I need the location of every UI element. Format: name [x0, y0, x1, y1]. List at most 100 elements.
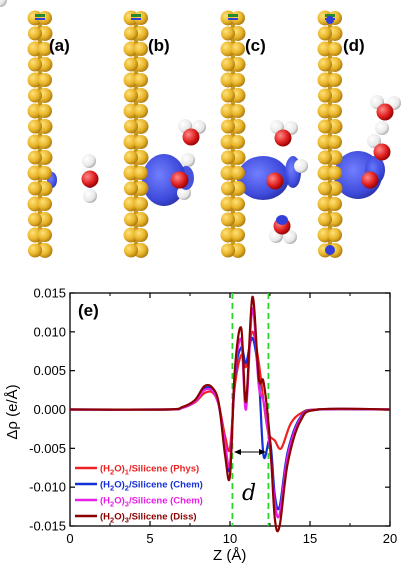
y-tick-label: 0.015 — [33, 286, 66, 301]
si-atom — [327, 26, 343, 41]
si-atom — [328, 135, 342, 149]
si-atom — [123, 72, 139, 88]
legend-entry: (H2O)1/Silicene (Phys) — [100, 464, 199, 477]
oxygen-atom — [266, 172, 284, 190]
structure-panel-d — [317, 10, 401, 258]
si-atom — [317, 196, 333, 212]
si-atom — [230, 181, 246, 196]
si-atom — [134, 228, 148, 242]
panel-label-a: (a) — [49, 36, 70, 55]
hydrogen-atom — [83, 189, 97, 203]
si-atom — [318, 212, 332, 227]
panel-label-c: (c) — [245, 36, 266, 55]
si-atom — [318, 181, 332, 196]
si-atom — [318, 150, 332, 165]
si-atom — [133, 57, 149, 72]
si-atom — [231, 73, 245, 87]
si-atom — [28, 181, 42, 196]
si-atom — [38, 228, 52, 242]
si-atom — [221, 26, 235, 41]
si-atom — [134, 135, 148, 149]
charge-density-chart: 0 5 10 15 20 -0.015 -0.010 -0.005 0.000 0.005 0.01… — [4, 286, 397, 565]
top-marker — [35, 18, 45, 20]
y-tick-label: 0.010 — [33, 324, 66, 339]
si-atom — [123, 134, 139, 150]
si-atom — [37, 57, 53, 72]
x-tick-label: 5 — [146, 531, 153, 546]
oxygen-atom — [81, 170, 99, 188]
si-atom — [38, 42, 52, 56]
legend-entry: (H2O)3/Silicene (Diss) — [100, 512, 197, 525]
legend-text-part: /Silicene (Diss) — [129, 512, 197, 523]
oxygen-atom — [373, 143, 391, 161]
axis-ticks: 0 5 10 15 20 -0.015 -0.010 -0.005 0.000 0.005 0.01… — [29, 286, 397, 547]
si-atom — [317, 103, 333, 119]
legend-text-part: (H — [100, 464, 110, 475]
panel-label-e: (e) — [78, 301, 99, 320]
legend-text-part: /Silicene (Phys) — [129, 464, 199, 475]
si-atom — [327, 119, 343, 134]
si-atom — [133, 212, 149, 227]
si-atom — [134, 197, 148, 211]
si-atom — [38, 104, 52, 118]
legend: (H2O)1/Silicene (Phys)(H2O)2/Silicene (C… — [75, 464, 203, 525]
si-atom — [231, 135, 245, 149]
hydrogen-atom — [294, 159, 308, 173]
si-atom — [231, 197, 245, 211]
si-atom — [231, 104, 245, 118]
si-atom — [37, 26, 53, 41]
si-atom — [38, 135, 52, 149]
si-atom — [133, 119, 149, 134]
si-atom — [317, 165, 333, 181]
si-atom — [231, 228, 245, 242]
structure-panels — [0, 0, 401, 258]
si-atom — [231, 166, 245, 180]
si-atom — [221, 212, 235, 227]
hydrogen-atom — [375, 121, 389, 135]
si-atom — [318, 88, 332, 103]
x-tick-label: 0 — [66, 531, 73, 546]
legend-text-part: O) — [114, 512, 125, 523]
legend-text-part: 1 — [125, 468, 129, 477]
si-atom — [27, 165, 43, 181]
si-atom — [220, 134, 236, 150]
si-atom — [124, 150, 138, 165]
si-atom — [28, 119, 42, 134]
si-atom — [220, 196, 236, 212]
structure-panel-c — [0, 0, 308, 258]
si-atom — [38, 166, 52, 180]
legend-text-part: 2 — [110, 468, 114, 477]
si-atom — [133, 243, 149, 258]
x-axis-title: Z (Å) — [213, 547, 246, 564]
si-atom — [27, 72, 43, 88]
top-marker — [131, 14, 141, 17]
x-tick-label: 15 — [303, 531, 317, 546]
si-atom — [37, 88, 53, 103]
legend-text-part: (H — [100, 480, 110, 491]
arrow-head-left — [234, 449, 241, 455]
si-atom — [27, 103, 43, 119]
si-atom — [37, 150, 53, 165]
si-atom — [230, 243, 246, 258]
si-atom — [221, 181, 235, 196]
legend-text-part: 2 — [125, 484, 129, 493]
panel-label-d: (d) — [343, 36, 365, 55]
si-atom — [230, 57, 246, 72]
si-atom — [37, 243, 53, 258]
y-axis-title: Δρ (e/Å) — [4, 384, 21, 439]
si-atom — [328, 73, 342, 87]
si-atom — [317, 41, 333, 57]
si-atom — [220, 165, 236, 181]
si-atom — [230, 150, 246, 165]
si-atom — [27, 134, 43, 150]
y-tick-label: 0.005 — [33, 363, 66, 378]
y-tick-label: -0.005 — [29, 441, 66, 456]
x-tick-label: 20 — [383, 531, 397, 546]
legend-text-part: O) — [114, 480, 125, 491]
guide-lines — [231, 293, 270, 526]
series-lines — [69, 295, 391, 533]
si-atom — [230, 119, 246, 134]
si-atom — [231, 42, 245, 56]
panel-label-b: (b) — [148, 36, 170, 55]
top-marker — [326, 16, 334, 24]
